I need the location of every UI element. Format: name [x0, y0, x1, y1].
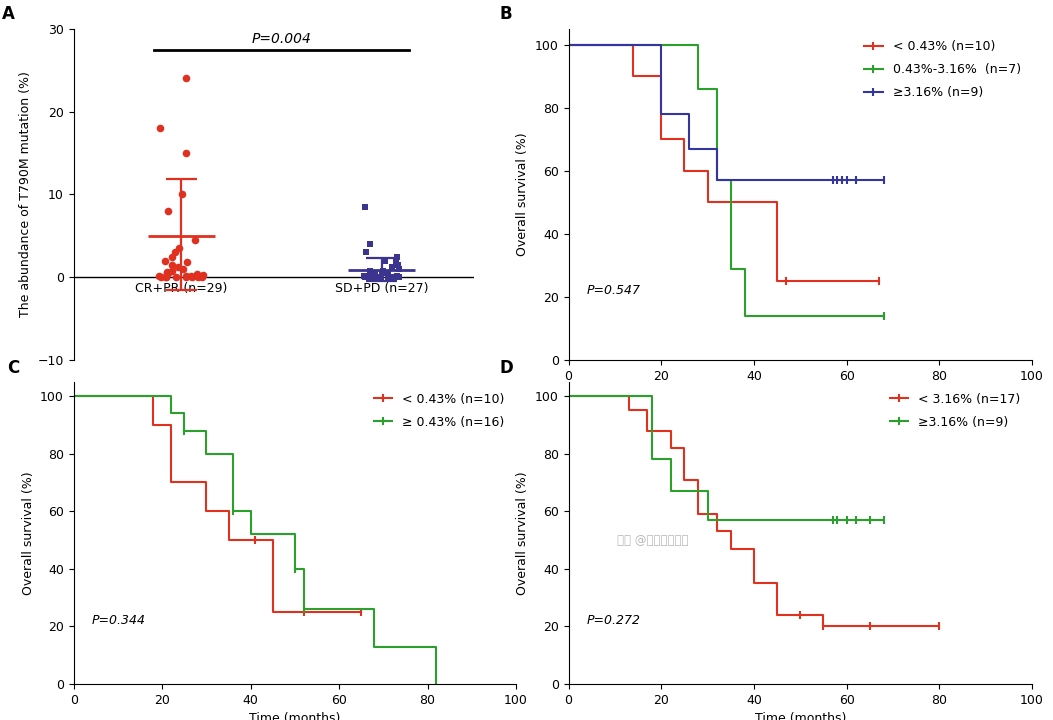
X-axis label: Time (months): Time (months)	[755, 388, 846, 401]
Point	[391, 271, 408, 283]
Point	[174, 264, 191, 275]
Text: B: B	[499, 5, 512, 23]
Text: P=0.272: P=0.272	[588, 613, 641, 626]
Point	[157, 271, 174, 283]
Point	[389, 251, 405, 262]
Text: P=0.547: P=0.547	[588, 284, 641, 297]
Point	[365, 271, 382, 283]
Y-axis label: The abundance of T790M mutation (%): The abundance of T790M mutation (%)	[19, 71, 32, 318]
X-axis label: Time (months): Time (months)	[755, 712, 846, 720]
Point	[151, 270, 167, 282]
Point	[379, 268, 396, 279]
Y-axis label: Overall survival (%): Overall survival (%)	[21, 471, 35, 595]
X-axis label: Time (months): Time (months)	[250, 712, 340, 720]
Point	[178, 271, 195, 282]
Point	[164, 265, 181, 276]
Point	[170, 261, 186, 273]
Point	[152, 122, 168, 134]
Point	[159, 205, 176, 217]
Point	[182, 270, 199, 282]
Point	[356, 201, 373, 212]
Point	[163, 259, 180, 271]
Y-axis label: Overall survival (%): Overall survival (%)	[516, 471, 530, 595]
Point	[391, 264, 408, 275]
Point	[167, 271, 184, 283]
Point	[361, 271, 378, 283]
Point	[158, 267, 175, 279]
Point	[389, 270, 405, 282]
Point	[373, 271, 390, 283]
Point	[163, 251, 180, 262]
Point	[358, 271, 375, 283]
Y-axis label: Overall survival (%): Overall survival (%)	[516, 132, 530, 256]
Point	[356, 271, 373, 282]
Point	[364, 269, 381, 281]
Point	[195, 269, 212, 281]
Text: A: A	[2, 5, 15, 23]
Point	[384, 271, 401, 283]
Point	[371, 271, 388, 283]
Point	[390, 271, 406, 283]
Point	[190, 271, 206, 282]
Text: P=0.004: P=0.004	[252, 32, 312, 46]
Point	[362, 238, 379, 250]
Point	[380, 271, 397, 283]
Point	[390, 259, 406, 271]
Point	[359, 271, 376, 283]
Point	[194, 271, 211, 283]
Text: C: C	[7, 359, 20, 377]
Point	[374, 267, 391, 279]
Text: D: D	[499, 359, 513, 377]
Point	[188, 268, 205, 279]
Point	[174, 189, 191, 200]
Point	[358, 246, 375, 258]
Point	[186, 234, 203, 246]
Point	[158, 266, 175, 278]
Text: 知乎 @深圳博瑞生物: 知乎 @深圳博瑞生物	[617, 534, 689, 546]
Point	[183, 271, 200, 283]
Point	[388, 256, 404, 268]
Legend: < 3.16% (n=17), ≥3.16% (n=9): < 3.16% (n=17), ≥3.16% (n=9)	[885, 388, 1026, 434]
Point	[383, 261, 400, 273]
Point	[377, 255, 394, 266]
Point	[366, 267, 383, 279]
Point	[166, 246, 183, 258]
Point	[160, 267, 177, 279]
Point	[375, 266, 392, 277]
Point	[178, 73, 195, 84]
Point	[357, 271, 374, 283]
Point	[361, 265, 378, 276]
Point	[157, 271, 174, 283]
Point	[178, 256, 195, 268]
Point	[178, 271, 195, 283]
Point	[171, 243, 187, 254]
Legend: < 0.43% (n=10), 0.43%-3.16%  (n=7), ≥3.16% (n=9): < 0.43% (n=10), 0.43%-3.16% (n=7), ≥3.16…	[859, 35, 1026, 104]
Point	[157, 255, 174, 266]
Text: P=0.344: P=0.344	[92, 613, 145, 626]
Point	[177, 148, 194, 159]
Legend: < 0.43% (n=10), ≥ 0.43% (n=16): < 0.43% (n=10), ≥ 0.43% (n=16)	[369, 388, 510, 434]
Point	[153, 271, 170, 283]
